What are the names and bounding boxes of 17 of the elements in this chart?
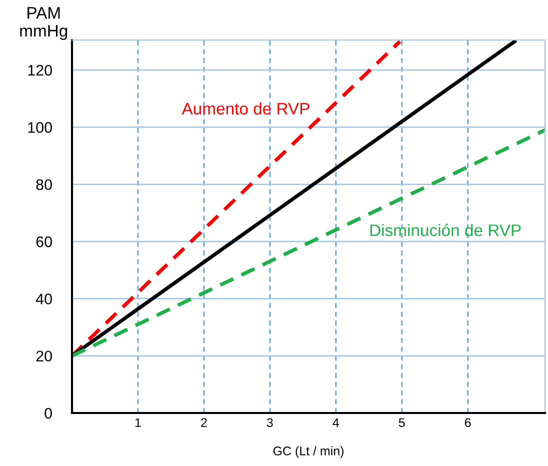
x-tick-label: 5 (398, 418, 405, 428)
x-tick-label: 6 (464, 418, 471, 428)
y-axis-title: PAM mmHg (20, 7, 68, 40)
x-tick-label: 2 (201, 418, 207, 427)
y-tick-label: 80 (36, 179, 52, 190)
y-tick-label: 120 (28, 64, 52, 76)
y-tick-label: 0 (44, 408, 52, 419)
x-tick-label: 3 (266, 418, 273, 428)
x-tick-label: 4 (332, 418, 339, 427)
y-tick-label: 20 (36, 350, 52, 362)
y-tick-label: 60 (36, 236, 52, 248)
y-tick-label: 40 (36, 294, 52, 304)
annotation: Disminución de RVP (370, 224, 521, 236)
x-axis-title: GC (Lt / min) (273, 446, 344, 458)
x-tick-label: 1 (135, 418, 141, 427)
annotation: Aumento de RVP (182, 102, 310, 115)
y-tick-label: 100 (28, 122, 52, 133)
